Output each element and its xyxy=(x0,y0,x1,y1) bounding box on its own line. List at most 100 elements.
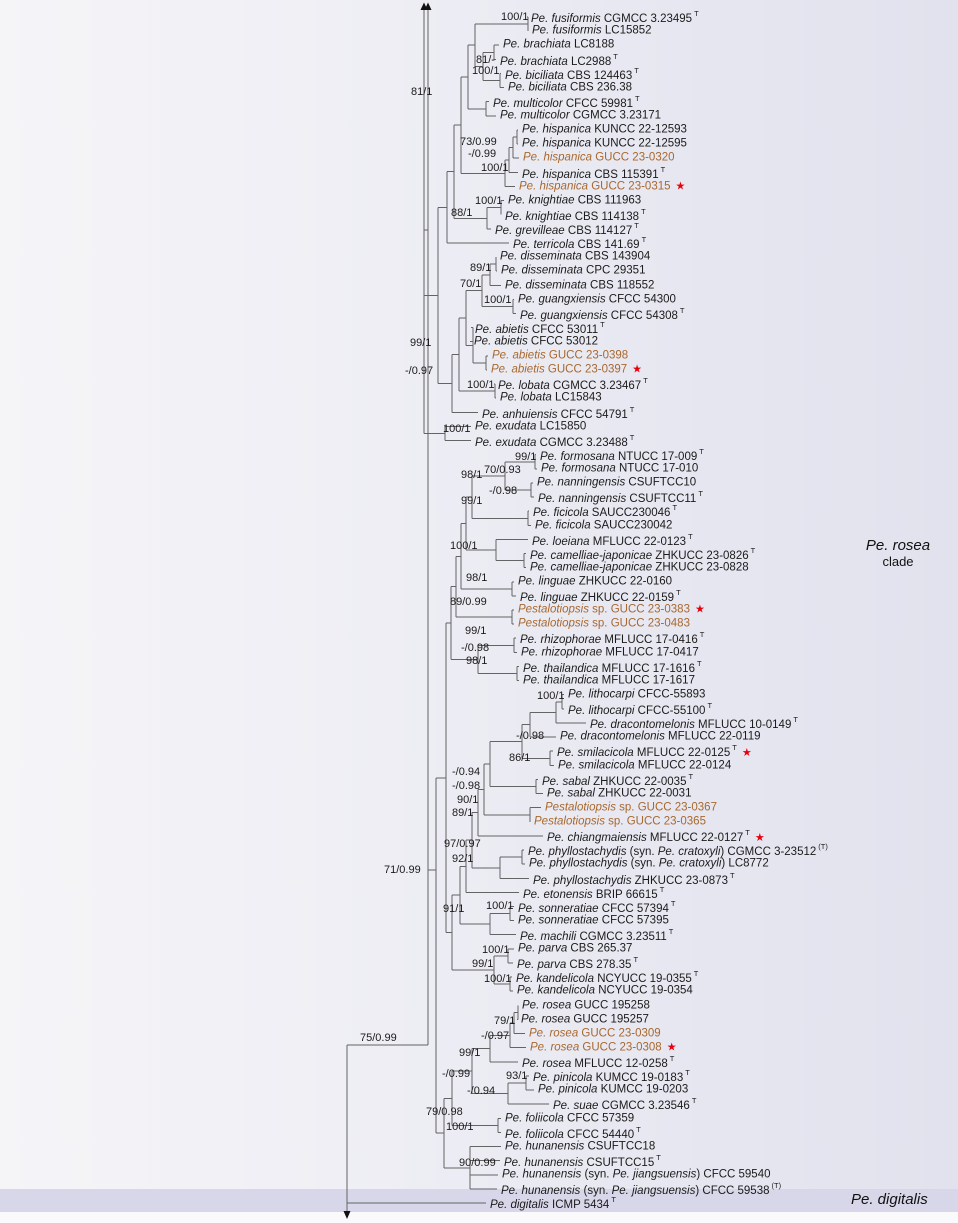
support-value: -/0.97 xyxy=(405,365,434,377)
support-value: 92/1 xyxy=(452,853,474,865)
taxon-label: Pe. disseminata CPC 29351 xyxy=(501,264,646,277)
taxon-label: Pe. brachiata LC2988 T xyxy=(500,51,618,68)
taxon-label: Pe. hispanica GUCC 23-0320 xyxy=(523,151,675,164)
taxon-label: Pe. hunanensis CSUFTCC18 xyxy=(505,1140,656,1152)
taxon-label: Pe. chiangmaiensis MFLUCC 22-0127 T ★ xyxy=(547,828,765,844)
taxon-label: Pe. abietis CFCC 53012 xyxy=(474,335,599,347)
new-isolate-star-icon: ★ xyxy=(741,746,752,759)
taxon-label: Pe. guangxiensis CFCC 54308 T xyxy=(520,305,685,322)
support-value: 100/1 xyxy=(446,1121,474,1133)
up-arrow-icon xyxy=(424,2,432,10)
truncated-lineage-lines xyxy=(423,9,429,230)
taxon-label: Pe. lobata LC15843 xyxy=(500,391,602,404)
taxon-label: Pe. biciliata CBS 236.38 xyxy=(508,81,633,93)
support-value: 100/1 xyxy=(482,944,510,956)
support-value: 89/1 xyxy=(452,807,474,819)
support-value: 99/1 xyxy=(472,958,494,970)
taxon-label: Pe. smilacicola MFLUCC 22-0125 T ★ xyxy=(557,743,752,759)
support-value: 79/0.98 xyxy=(426,1106,463,1118)
support-value: -/0.98 xyxy=(516,730,545,742)
taxon-label: Pe. sonneratiae CFCC 57395 xyxy=(518,914,669,926)
taxon-label: Pe. hispanica CBS 115391 T xyxy=(522,164,666,181)
taxon-label: Pe. sabal ZHKUCC 22-0035 T xyxy=(542,771,694,788)
taxon-label: Pe. hunanensis (syn. Pe. jiangsuensis) C… xyxy=(502,1168,771,1181)
digitalis-clade-label: Pe. digitalis xyxy=(851,1191,928,1208)
taxon-label: Pe. rosea GUCC 23-0308 ★ xyxy=(530,1041,677,1053)
support-value: 89/1 xyxy=(470,262,492,274)
taxon-label: Pe. etonensis BRIP 66615 T xyxy=(523,884,665,901)
taxon-label: Pe. abietis GUCC 23-0397 ★ xyxy=(491,363,643,376)
new-isolate-star-icon: ★ xyxy=(694,603,705,616)
taxon-label: Pe. linguae ZHKUCC 22-0160 xyxy=(518,575,673,588)
taxon-label: Pe. hispanica GUCC 23-0315 ★ xyxy=(519,180,686,192)
taxon-label: Pe. suae CGMCC 3.23546 T xyxy=(553,1096,697,1112)
support-value: 89/0.99 xyxy=(450,596,487,608)
taxon-label: Pe. lithocarpi CFCC-55893 xyxy=(568,688,706,700)
taxon-label: Pe. pinicola KUMCC 19-0183 T xyxy=(533,1068,690,1084)
taxon-label: Pe. foliicola CFCC 57359 xyxy=(505,1112,635,1124)
taxon-label: Pe. loeiana MFLUCC 22-0123 T xyxy=(532,531,693,548)
taxon-label: Pe. digitalis ICMP 5434 T xyxy=(490,1195,616,1211)
taxon-label: Pe. knightiae CBS 111963 xyxy=(508,194,642,206)
support-value: 88/1 xyxy=(451,207,473,219)
taxon-label: Pe. terricola CBS 141.69 T xyxy=(513,235,647,251)
taxon-label: Pestalotiopsis sp. GUCC 23-0383 ★ xyxy=(518,603,705,616)
support-value: 99/1 xyxy=(459,1047,481,1059)
bottom-strip xyxy=(0,1212,958,1223)
support-value: 81/1 xyxy=(411,86,433,98)
taxon-label: Pe. camelliae-japonicae ZHKUCC 23-0826 T xyxy=(530,545,756,562)
support-value: 98/1 xyxy=(461,469,483,481)
taxon-label: Pe. kandelicola NCYUCC 19-0354 xyxy=(517,984,693,997)
taxon-label: Pe. disseminata CBS 143904 xyxy=(500,250,651,263)
rosea-clade-name: Pe. rosea xyxy=(865,537,931,554)
taxon-label: Pe. dracontomelonis MFLUCC 10-0149 T xyxy=(590,715,798,731)
taxon-label: Pe. nanningensis CSUFTCC11 T xyxy=(538,489,703,505)
support-value: 97/0.97 xyxy=(444,838,481,850)
taxon-label: Pe. parva CBS 265.37 xyxy=(518,942,633,955)
support-value: 91/1 xyxy=(443,903,465,915)
taxon-label: Pe. sonneratiae CFCC 57394 T xyxy=(518,898,676,915)
support-value: 100/1 xyxy=(481,162,509,174)
taxon-label: Pe. rosea GUCC 195258 xyxy=(522,999,650,1011)
taxon-label: Pe. lithocarpi CFCC-55100 T xyxy=(568,701,713,717)
support-value: 98/1 xyxy=(466,572,488,584)
support-value: 100/1 xyxy=(537,690,565,702)
support-value: 100/1 xyxy=(467,379,495,391)
support-value: 70/1 xyxy=(460,278,482,290)
taxon-label: Pe. rosea GUCC 23-0309 xyxy=(529,1027,661,1039)
new-isolate-star-icon: ★ xyxy=(675,180,686,192)
taxon-label: Pe. lobata CGMCC 3.23467 T xyxy=(498,376,648,392)
taxon-label: Pe. hunanensis (syn. Pe. jiangsuensis) C… xyxy=(501,1181,782,1197)
support-value: 75/0.99 xyxy=(360,1032,397,1044)
new-isolate-star-icon: ★ xyxy=(666,1041,677,1053)
support-value: 100/1 xyxy=(484,973,512,985)
taxon-label: Pe. multicolor CFCC 59981 T xyxy=(493,93,640,110)
new-isolate-star-icon: ★ xyxy=(754,831,765,844)
taxon-label: Pe. ficicola SAUCC230046 T xyxy=(533,503,678,519)
taxon-label: Pe. formosana NTUCC 17-009 T xyxy=(540,446,704,463)
support-value: 93/1 xyxy=(506,1070,528,1082)
taxon-label: Pe. rhizophorae MFLUCC 17-0416 T xyxy=(520,630,705,646)
taxon-label: Pe. thailandica MFLUCC 17-1617 xyxy=(523,674,695,686)
taxon-label: Pestalotiopsis sp. GUCC 23-0367 xyxy=(545,801,717,813)
support-value: 98/1 xyxy=(466,655,488,667)
taxon-label: Pe. anhuiensis CFCC 54791 T xyxy=(482,404,635,421)
support-value: 70/0.93 xyxy=(484,464,521,476)
taxon-label: Pe. fusiformis LC15852 xyxy=(532,24,652,37)
taxon-label: Pe. nanningensis CSUFTCC10 xyxy=(537,476,697,489)
taxon-label: Pe. rosea MFLUCC 12-0258 T xyxy=(522,1054,675,1070)
digitalis-highlight-band xyxy=(0,1189,958,1212)
taxon-label: Pe. phyllostachydis (syn. Pe. cratoxyli)… xyxy=(528,842,828,858)
taxon-label: Pe. exudata CGMCC 3.23488 T xyxy=(475,432,635,449)
taxon-label: Pe. parva CBS 278.35 T xyxy=(517,955,639,971)
taxon-label: Pe. biciliata CBS 124463 T xyxy=(505,65,639,82)
taxon-label: Pe. abietis GUCC 23-0398 xyxy=(492,349,629,362)
taxon-label: Pe. phyllostachydis (syn. Pe. cratoxyli)… xyxy=(529,857,769,870)
taxon-label: Pe. disseminata CBS 118552 xyxy=(505,279,655,291)
support-value: 100/1 xyxy=(450,540,478,552)
support-value: 100/1 xyxy=(486,900,514,912)
taxon-label: Pe. sabal ZHKUCC 22-0031 xyxy=(547,787,692,799)
support-value: -/0.98 xyxy=(461,642,490,654)
support-value: -/0.97 xyxy=(481,1030,510,1042)
support-value: -/0.98 xyxy=(489,485,518,497)
